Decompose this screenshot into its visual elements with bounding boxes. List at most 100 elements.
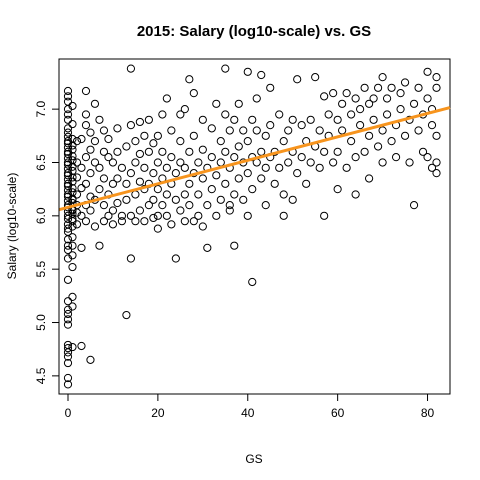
data-point [63,309,73,319]
data-point [86,206,95,215]
data-point [297,153,306,162]
data-point [68,241,77,250]
data-point [365,174,374,183]
data-point [230,153,239,162]
data-point [63,245,73,255]
data-point [63,241,73,250]
data-point [409,99,419,108]
data-point [149,169,158,178]
data-point [68,195,77,204]
data-point [81,153,91,162]
data-point [252,94,261,103]
data-point [423,94,432,103]
data-point [311,73,320,82]
data-point [225,126,234,135]
data-point [99,174,109,183]
fit-line [58,106,451,212]
data-point [189,89,198,98]
data-point [95,185,104,194]
data-point [221,179,230,188]
data-point [81,179,91,188]
data-point [63,190,73,199]
data-point [72,190,82,199]
x-axis-label: GS [245,452,262,466]
data-point [365,99,374,108]
data-point [68,214,77,224]
data-point [360,83,369,92]
y-tick-label: 5.0 [34,314,48,331]
data-point [77,134,86,144]
data-point [243,211,252,220]
data-point [95,241,104,250]
data-point [306,115,315,124]
data-point [279,211,288,220]
data-point [68,141,77,150]
data-point [135,177,144,186]
data-point [266,83,275,92]
data-point [63,315,73,324]
data-point [68,209,77,218]
data-point [68,233,77,242]
data-point [239,195,248,204]
data-point [243,67,252,76]
data-point [68,134,77,144]
data-point [230,190,239,199]
data-point [216,137,225,146]
data-point [351,190,360,199]
data-point [400,131,410,140]
data-point [306,158,315,167]
data-point [63,275,73,284]
y-tick-label: 7.0 [34,100,48,117]
data-point [432,83,441,92]
data-point [423,67,432,76]
x-tick-label: 40 [241,406,255,420]
data-point [108,179,118,188]
data-point [63,320,73,329]
data-point [86,355,95,364]
data-point [414,83,423,92]
chart-title: 2015: Salary (log10-scale) vs. GS [137,23,371,40]
data-point [158,147,167,156]
data-point [365,131,374,140]
data-point [297,121,306,130]
y-tick-label: 4.5 [34,367,48,384]
data-point [203,243,212,252]
data-point [149,213,158,223]
data-point [77,211,86,220]
data-point [378,73,387,82]
data-point [63,224,73,233]
data-point [144,147,153,156]
data-point [63,132,73,141]
data-point [63,124,73,133]
data-point [171,254,180,263]
data-point [414,126,423,135]
data-point [108,220,118,229]
data-point [279,137,288,146]
data-point [198,145,207,154]
data-point [63,160,73,169]
data-point [239,126,248,135]
data-point [396,105,405,114]
data-point [113,124,122,133]
data-point [266,121,275,130]
data-point [63,171,73,180]
data-point [63,175,73,184]
data-point [207,185,216,194]
data-point [212,171,221,180]
data-point [257,147,266,156]
data-point [63,358,73,368]
data-point [207,153,216,162]
data-point [171,195,180,204]
data-point [131,217,140,226]
data-point [216,195,225,204]
data-point [225,206,234,215]
data-point [126,254,136,263]
data-point [68,145,77,154]
data-point [189,217,198,226]
data-point [63,373,73,383]
data-point [243,169,252,178]
data-point [153,131,162,140]
data-point [333,185,342,194]
data-point [153,158,162,167]
data-point [135,206,144,215]
